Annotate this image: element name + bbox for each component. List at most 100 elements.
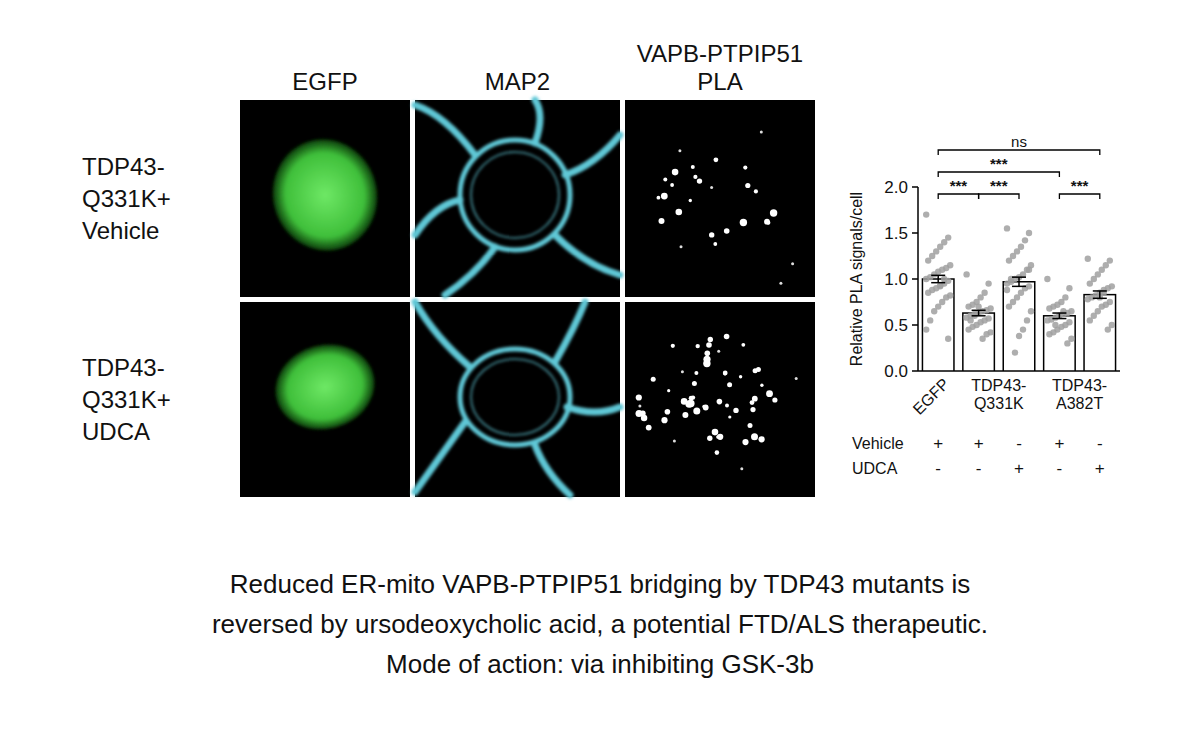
error-cap — [972, 315, 986, 317]
error-bar — [1093, 291, 1107, 298]
pla-dot — [760, 130, 763, 133]
map2-panel — [415, 100, 620, 297]
y-tick-label: 0.5 — [884, 316, 908, 335]
pla-dot — [756, 367, 761, 372]
bar — [1003, 282, 1035, 371]
error-cap — [1052, 312, 1066, 314]
treatment-mark: + — [1095, 459, 1105, 478]
data-point — [965, 326, 971, 332]
pla-dot — [667, 389, 670, 392]
column-header: PLA — [697, 68, 742, 95]
column-header: MAP2 — [485, 68, 550, 95]
nucleus — [266, 333, 384, 440]
caption: Reduced ER-mito VAPB-PTPIP51 bridging by… — [230, 569, 970, 599]
dendrite — [415, 105, 475, 155]
data-point — [1006, 303, 1012, 309]
pla-dot — [750, 407, 755, 412]
column-header: VAPB-PTPIP51 — [637, 40, 803, 67]
pla-dot — [681, 370, 684, 373]
data-point — [927, 317, 933, 323]
significance-label: *** — [950, 177, 968, 194]
error-cap — [972, 310, 986, 312]
bar — [922, 279, 954, 371]
data-point — [937, 283, 943, 289]
data-point — [1020, 326, 1026, 332]
pla-dot — [697, 178, 702, 183]
pla-dot — [733, 408, 738, 413]
row-label: UDCA — [82, 418, 150, 445]
row-label: Vehicle — [82, 217, 159, 244]
pla-dot — [710, 186, 713, 189]
row-label: Q331K+ — [82, 386, 171, 413]
significance-bracket — [1059, 194, 1099, 199]
data-point — [925, 257, 931, 263]
dendrite — [415, 422, 465, 492]
pla-dot — [693, 408, 700, 415]
treatment-mark: - — [1057, 459, 1063, 478]
data-point — [1052, 322, 1058, 328]
pla-dot — [703, 405, 709, 411]
pla-dot — [748, 423, 753, 428]
y-tick-label: 2.0 — [884, 178, 908, 197]
pla-dot — [703, 356, 710, 363]
dendrite — [555, 302, 585, 362]
pla-dot — [713, 242, 717, 246]
pla-dot — [708, 337, 713, 342]
label-line: A382T — [1056, 395, 1103, 412]
error-stem — [1059, 313, 1061, 319]
neuron — [415, 302, 620, 495]
error-cap — [931, 282, 945, 284]
data-point — [1085, 296, 1091, 302]
y-tick — [912, 370, 918, 372]
pla-dot — [693, 175, 697, 179]
pla-dot — [707, 436, 712, 441]
label-line: TDP43- — [971, 377, 1026, 394]
y-tick — [912, 324, 918, 326]
data-point — [1105, 326, 1111, 332]
pla-dot — [740, 467, 743, 470]
data-point — [1004, 287, 1010, 293]
data-point — [1044, 276, 1050, 282]
row-label: Q331K+ — [82, 185, 171, 212]
label-line: TDP43- — [1052, 377, 1107, 394]
pla-dot — [691, 165, 695, 169]
pla-dot — [661, 193, 668, 200]
pla-dot — [706, 342, 712, 348]
dendrite — [535, 100, 540, 143]
pla-dot — [725, 404, 729, 408]
pla-dot — [646, 425, 652, 431]
pla-dot — [723, 371, 728, 376]
pla-dot — [766, 221, 770, 225]
pla-dot — [751, 433, 758, 440]
pla-dot — [772, 397, 777, 402]
pla-dot — [676, 209, 683, 216]
pla-dot — [705, 350, 711, 356]
data-point — [1044, 317, 1050, 323]
data-point — [1085, 256, 1091, 262]
data-point — [1026, 267, 1032, 273]
pla-dot — [651, 377, 656, 382]
data-point — [931, 308, 937, 314]
pla-dot — [766, 390, 773, 397]
data-point — [1087, 317, 1093, 323]
pla-dot — [712, 429, 719, 436]
significance-bracket — [938, 150, 1100, 155]
data-point — [1064, 340, 1070, 346]
row-label: TDP43- — [82, 354, 165, 381]
pla-dot — [665, 409, 671, 415]
label-line: Q331K — [974, 395, 1024, 412]
x-tick-label: EGFP — [909, 375, 952, 418]
pla-dot — [779, 282, 782, 285]
pla-dot — [681, 398, 688, 405]
pla-dot — [769, 392, 773, 396]
column-header: EGFP — [292, 68, 357, 95]
pla-dot — [727, 382, 732, 387]
pla-dot — [661, 417, 667, 423]
pla-dot — [689, 199, 692, 202]
data-point — [923, 211, 929, 217]
dendrite — [555, 235, 620, 275]
data-point — [979, 336, 985, 342]
error-cap — [931, 275, 945, 277]
data-point — [1022, 237, 1028, 243]
pla-dot — [717, 399, 723, 405]
